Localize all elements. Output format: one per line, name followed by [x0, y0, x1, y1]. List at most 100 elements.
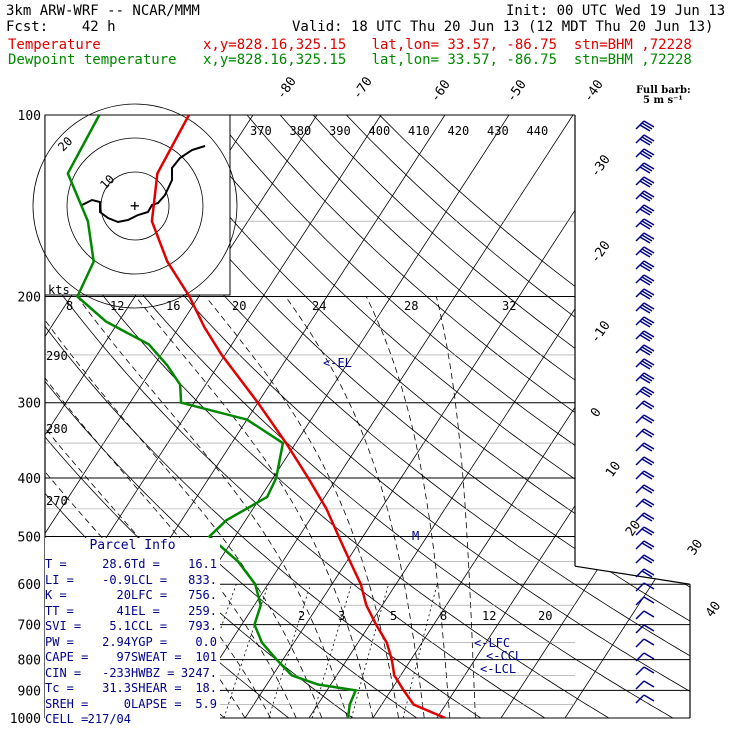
parcel-info-value: 41: [116, 603, 131, 618]
hodograph-speed-label: 12: [110, 299, 124, 313]
wind-barb-flag: [643, 456, 655, 464]
wind-barb-staff: [635, 540, 645, 550]
parcel-info-key: HWBZ =: [131, 665, 175, 680]
wind-barb-staff: [635, 694, 645, 704]
level-marker-label: <-LFC: [474, 636, 510, 650]
parcel-info-key: T =: [45, 557, 67, 571]
wind-barb-staff: [635, 400, 645, 410]
model-title: 3km ARW-WRF -- NCAR/MMM: [6, 3, 200, 19]
hodograph-center-icon: +: [130, 196, 140, 215]
isotherm-line: [436, 115, 690, 718]
hodograph-trace: [81, 145, 206, 224]
wind-barb-flag: [643, 274, 655, 282]
parcel-info-row: CAPE = 97 SWEAT = 101: [45, 650, 220, 666]
wind-barb-flag: [639, 236, 651, 244]
level-marker-label: M: [412, 529, 419, 543]
wind-barb-staff: [635, 456, 645, 466]
theta-label: 380: [290, 124, 312, 138]
parcel-info-key: PW =: [45, 634, 74, 649]
wind-barb-staff: [635, 442, 645, 452]
wind-barb-staff: [635, 526, 645, 536]
parcel-info-value: 28.6: [102, 557, 131, 571]
wind-barb-flag: [643, 652, 655, 660]
skew-temp-label: -50: [504, 77, 530, 105]
mixing-ratio-line: [311, 584, 352, 718]
wind-barb-flag: [639, 194, 651, 202]
skew-temp-label: -30: [588, 152, 614, 180]
wind-barb-flag: [639, 292, 651, 300]
wind-barb-flag: [641, 458, 653, 466]
parcel-info-value: [173, 712, 217, 728]
isotherm-line: [500, 115, 690, 718]
wind-barb-flag: [643, 540, 655, 548]
skew-temp-label: -80: [274, 74, 300, 102]
wind-barb-flag: [643, 428, 655, 436]
hodograph-speed-label: 28: [404, 299, 418, 313]
parcel-info-key: SREH =: [45, 696, 89, 711]
skew-temp-label: 0: [588, 405, 605, 420]
wind-barb-staff: [635, 554, 645, 564]
pressure-tick-label: 800: [18, 654, 41, 669]
wind-barb-flag: [643, 554, 655, 562]
wind-barb-flag: [643, 470, 655, 478]
moist-adiabat-line: [285, 296, 425, 718]
wind-barb-flag: [643, 120, 655, 128]
parcel-info-row: PW = 2.94 YGP = 0.0: [45, 635, 220, 651]
wind-barb-flag: [641, 388, 653, 396]
mixing-ratio-label: 5: [390, 609, 397, 623]
wind-barb-flag: [643, 596, 655, 604]
wind-barb-flag: [639, 334, 651, 342]
wind-barb-flag: [639, 152, 651, 160]
dewpoint-location: x,y=828.16,325.15 lat,lon= 33.57, -86.75…: [203, 52, 692, 68]
dry-adiabat-line: [279, 115, 690, 718]
wind-barb-staff: [635, 680, 645, 690]
parcel-info-value: 793.: [188, 619, 217, 633]
theta-label: 420: [448, 124, 470, 138]
parcel-info-value: 5.9: [195, 696, 217, 711]
hodograph-ring: [32, 103, 238, 309]
parcel-info-value: 18.: [195, 681, 217, 695]
wind-barb-flag: [641, 122, 653, 130]
parcel-info-title: Parcel Info: [89, 538, 176, 553]
wind-barb-flag: [641, 332, 653, 340]
parcel-info-value: 16.1: [188, 557, 217, 571]
dry-adiabat-line: [213, 115, 690, 718]
wind-barb-flag: [643, 568, 655, 576]
pressure-tick-label: 900: [18, 684, 41, 699]
parcel-info-row: T = 28.6 Td = 16.1: [45, 557, 220, 573]
right-axis-slant: [574, 565, 691, 585]
wind-barb-flag: [643, 666, 655, 674]
wind-barb-flag: [643, 526, 655, 534]
hodograph-ring: [66, 137, 204, 275]
wind-barb-flag: [641, 178, 653, 186]
parcel-info-key: Tc =: [45, 681, 74, 695]
dry-adiabat-line: [180, 115, 690, 718]
skew-temp-label: -40: [581, 77, 607, 105]
parcel-info-key: CCL =: [131, 619, 168, 633]
hodograph-frame: [44, 114, 231, 296]
pressure-tick-label: 500: [18, 530, 41, 545]
wind-barb-flag: [643, 414, 655, 422]
level-marker-label: <-CCL: [486, 649, 522, 663]
wind-barb-flag: [643, 358, 655, 366]
wind-barb-flag: [641, 500, 653, 508]
theta-label: 430: [487, 124, 509, 138]
wind-barb-flag: [643, 288, 655, 296]
pressure-tick-label: 1000: [10, 712, 41, 727]
parcel-info-value: -0.9: [102, 572, 131, 587]
wind-barb-flag: [641, 374, 653, 382]
isotherm-line: [372, 115, 690, 718]
parcel-info-row: TT = 41 EL = 259.: [45, 604, 220, 620]
wind-barb-flag: [641, 360, 653, 368]
parcel-info-key: TT =: [45, 603, 74, 618]
pressure-tick-label: 400: [18, 472, 41, 487]
mixing-ratio-label: 12: [482, 609, 496, 623]
wind-barb-flag: [639, 138, 651, 146]
wind-barb-flag: [643, 218, 655, 226]
parcel-info-value: 0.0: [195, 634, 217, 649]
parcel-info-value: 5.1: [109, 619, 131, 633]
parcel-info-key: Td =: [131, 557, 160, 571]
parcel-info-value: 3247.: [180, 665, 217, 680]
wind-barb-staff: [635, 652, 645, 662]
